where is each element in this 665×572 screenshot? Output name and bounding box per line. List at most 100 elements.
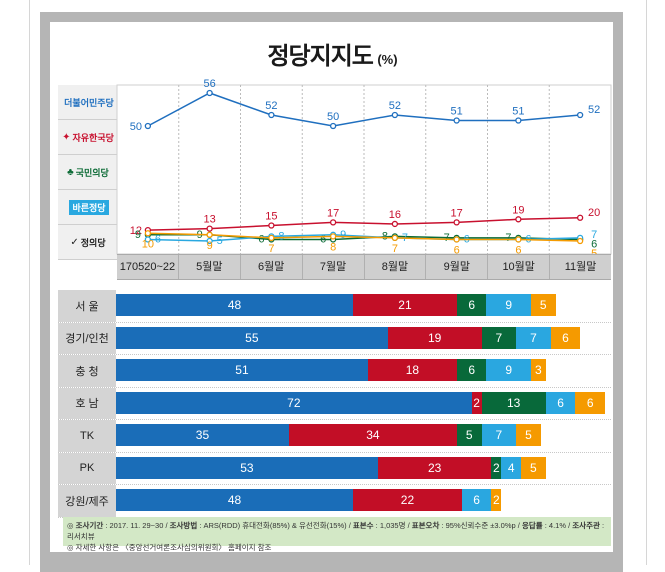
legend-item: 더불어민주당 xyxy=(58,85,118,120)
bar-segment: 6 xyxy=(456,359,487,381)
bar-segment: 48 xyxy=(116,294,354,316)
data-label: 13 xyxy=(204,214,216,226)
bar-segment: 53 xyxy=(116,456,378,479)
region-label: 충 청 xyxy=(58,355,116,387)
note-field-label: 표본오차 xyxy=(411,521,440,530)
data-label: 52 xyxy=(389,100,401,112)
data-label: 56 xyxy=(204,78,216,90)
data-point xyxy=(453,236,460,243)
data-label: 6 xyxy=(320,233,326,245)
x-tick-label: 10월말 xyxy=(488,255,551,279)
bar-segment: 2 xyxy=(491,456,502,479)
note-field-label: 조사방법 xyxy=(169,521,198,530)
data-point xyxy=(391,220,399,228)
data-label: 7 xyxy=(392,243,398,255)
data-point xyxy=(515,216,522,223)
bar-segment: 5 xyxy=(521,456,546,479)
region-label: TK xyxy=(58,420,116,452)
data-point xyxy=(515,117,522,124)
region-label: PK xyxy=(58,452,116,484)
bar-segment: 18 xyxy=(367,359,457,381)
legend-label: 바른정당 xyxy=(69,199,109,215)
data-label: 16 xyxy=(389,209,401,221)
page-border-right xyxy=(646,0,647,565)
data-point xyxy=(206,225,213,232)
note-field-value: ◎ xyxy=(67,521,76,530)
data-label: 7 xyxy=(505,232,511,244)
region-label: 서 울 xyxy=(58,290,116,322)
stacked-bar: 51 18 6 9 3 xyxy=(116,359,546,381)
data-point xyxy=(329,233,337,240)
x-tick-label: 5월말 xyxy=(179,255,241,279)
data-label: 52 xyxy=(588,104,600,116)
bar-segment: 13 xyxy=(481,391,546,414)
check-icon: ✓ xyxy=(70,236,79,248)
region-label: 강원/제주 xyxy=(58,485,116,517)
data-point xyxy=(144,230,152,237)
data-point xyxy=(576,111,584,119)
title-unit: (%) xyxy=(377,52,398,67)
legend-label: 국민의당 xyxy=(75,167,109,178)
party-legend: 더불어민주당 ✦ 자유한국당 ♣ 국민의당 바른정당 ✓ 정의당 xyxy=(58,85,118,260)
bar-segment: 35 xyxy=(116,424,289,446)
data-point xyxy=(268,222,275,229)
bar-segment: 6 xyxy=(456,294,487,316)
data-point xyxy=(576,214,584,221)
data-label: 50 xyxy=(130,121,142,133)
region-label: 호 남 xyxy=(58,387,116,419)
region-label: 경기/인천 xyxy=(58,322,116,354)
data-point xyxy=(329,219,337,226)
bar-segment: 72 xyxy=(116,391,472,414)
data-label: 9 xyxy=(340,229,346,241)
data-point xyxy=(576,237,584,245)
data-label: 8 xyxy=(330,241,336,253)
note-field-label: 조사주관 xyxy=(572,521,600,530)
data-point xyxy=(268,234,275,242)
note-field-label: 응답률 xyxy=(521,521,543,530)
data-label: 10 xyxy=(142,238,154,250)
note-line-1: ◎ 조사기간 : 2017. 11. 29~30 / 조사방법 : ARS(RD… xyxy=(67,520,607,542)
note-field-value: : 2017. 11. 29~30 / xyxy=(103,521,170,530)
x-tick-label: 8월말 xyxy=(365,255,427,279)
data-label: 7 xyxy=(268,243,274,255)
data-label: 6 xyxy=(258,233,264,245)
bar-segment: 55 xyxy=(116,326,388,349)
x-axis: 170520~22 5월말 6월말 7월말 8월말 9월말 10월말 11월말 xyxy=(117,254,611,280)
title-text: 정당지지도 xyxy=(267,43,373,70)
torch-icon: ✦ xyxy=(62,131,71,143)
bar-row: 강원/제주 48 22 6 2 xyxy=(58,485,611,518)
stacked-bar: 55 19 7 7 6 xyxy=(116,326,581,349)
note-field-label: 조사기간 xyxy=(75,521,104,530)
note-field-label: 표본수 xyxy=(352,521,374,530)
bar-row: 충 청 51 18 6 9 3 xyxy=(58,355,611,388)
legend-item: ✓ 정의당 xyxy=(58,225,118,260)
legend-item: ✦ 자유한국당 xyxy=(58,120,118,155)
data-label: 12 xyxy=(130,225,142,237)
x-tick-label: 11월말 xyxy=(564,261,597,273)
data-label: 20 xyxy=(588,207,600,219)
bar-segment: 9 xyxy=(486,294,531,316)
bar-segment: 2 xyxy=(471,391,482,414)
note-line-2: ◎ 자세한 사항은 〈중앙선거여론조사심의위원회〉 홈페이지 참조 xyxy=(67,543,272,552)
data-label: 51 xyxy=(451,106,463,118)
x-tick-label: 170520~22 xyxy=(117,255,179,279)
data-point xyxy=(268,111,275,119)
data-label: 8 xyxy=(278,230,284,242)
bar-segment: 48 xyxy=(116,489,354,511)
survey-note: ◎ 조사기간 : 2017. 11. 29~30 / 조사방법 : ARS(RD… xyxy=(63,517,611,552)
data-label: 9 xyxy=(207,240,213,252)
x-tick-label: 9월말 xyxy=(426,255,489,279)
bar-segment: 7 xyxy=(481,424,517,446)
bar-segment: 5 xyxy=(516,424,541,446)
data-label: 15 xyxy=(265,211,277,223)
data-point xyxy=(329,122,337,130)
stacked-bar: 48 21 6 9 5 xyxy=(116,294,556,316)
data-label: 6 xyxy=(155,233,161,245)
note-field-value: : 리서치뷰 xyxy=(67,521,605,541)
stacked-bar: 53 23 2 4 5 xyxy=(116,456,546,479)
bar-segment: 19 xyxy=(387,326,482,349)
regional-bar-chart: 서 울 48 21 6 9 5 경기/인천 55 19 7 7 6 충 청 51 18 6 9 3 호 남 72 2 13… xyxy=(58,290,611,518)
note-field-value: : 95%신뢰수준 ±3.0%p / xyxy=(439,521,522,530)
note-field-value: : ARS(RDD) 휴대전화(85%) & 유선전화(15%) / xyxy=(197,521,353,530)
